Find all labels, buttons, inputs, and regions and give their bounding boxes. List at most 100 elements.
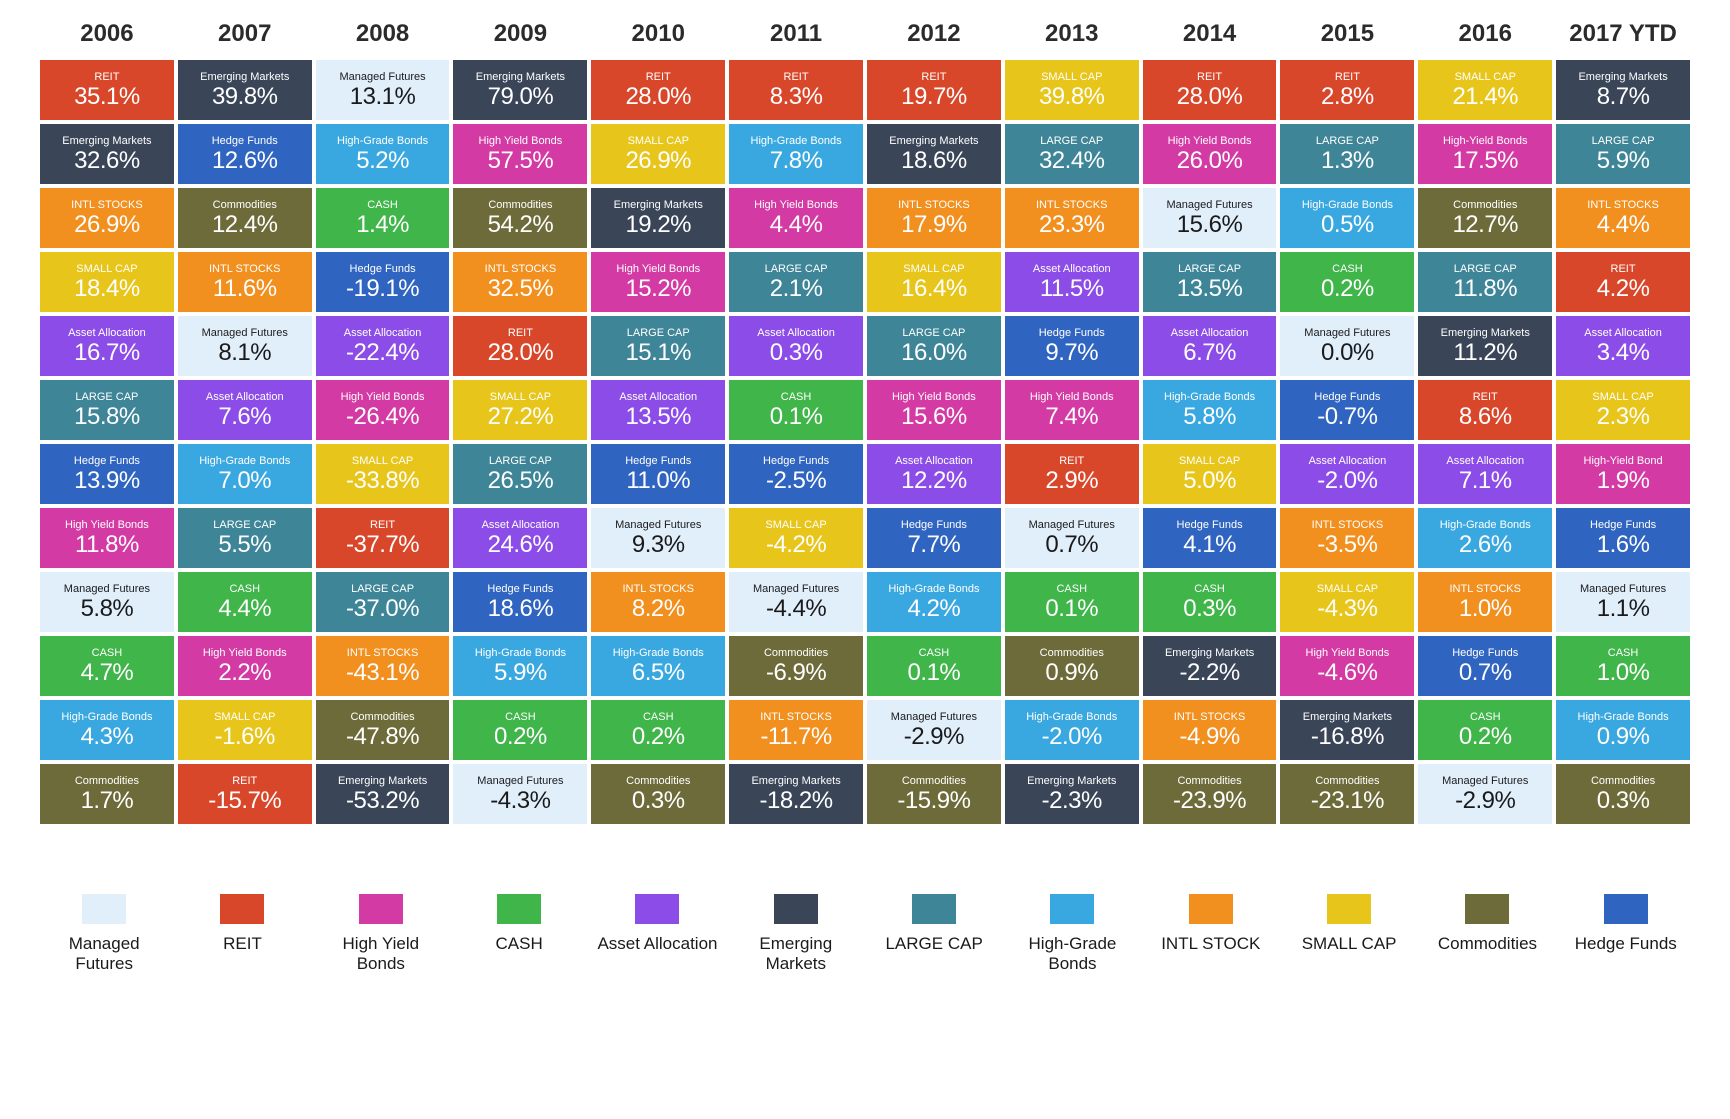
return-value: 1.0% bbox=[1459, 597, 1512, 621]
asset-class-label: SMALL CAP bbox=[1041, 71, 1102, 83]
return-cell: SMALL CAP39.8% bbox=[1005, 60, 1139, 120]
return-cell: Emerging Markets-18.2% bbox=[729, 764, 863, 824]
asset-class-label: Commodities bbox=[75, 775, 139, 787]
return-value: 4.4% bbox=[1597, 213, 1650, 237]
asset-class-label: Managed Futures bbox=[1029, 519, 1115, 531]
legend-item: Emerging Markets bbox=[732, 894, 860, 975]
asset-class-label: Managed Futures bbox=[477, 775, 563, 787]
return-cell: SMALL CAP27.2% bbox=[453, 380, 587, 440]
asset-class-label: LARGE CAP bbox=[902, 327, 965, 339]
return-cell: CASH0.2% bbox=[453, 700, 587, 760]
return-value: -2.0% bbox=[1317, 469, 1377, 493]
return-value: 4.4% bbox=[770, 213, 823, 237]
return-value: -3.5% bbox=[1317, 533, 1377, 557]
return-cell: Asset Allocation24.6% bbox=[453, 508, 587, 568]
asset-class-label: Commodities bbox=[1591, 775, 1655, 787]
return-value: 11.8% bbox=[75, 533, 139, 557]
asset-class-label: Emerging Markets bbox=[1165, 647, 1254, 659]
return-cell: REIT2.8% bbox=[1280, 60, 1414, 120]
return-value: 1.9% bbox=[1597, 469, 1650, 493]
return-value: 12.2% bbox=[901, 469, 967, 493]
return-cell: Hedge Funds11.0% bbox=[591, 444, 725, 504]
return-value: -53.2% bbox=[346, 789, 419, 813]
legend: Managed FuturesREITHigh Yield BondsCASHA… bbox=[40, 894, 1690, 975]
return-value: 1.4% bbox=[356, 213, 409, 237]
return-value: 4.4% bbox=[218, 597, 271, 621]
return-value: 0.2% bbox=[1321, 277, 1374, 301]
return-value: 18.6% bbox=[488, 597, 554, 621]
asset-class-label: High-Grade Bonds bbox=[751, 135, 842, 147]
asset-class-label: INTL STOCKS bbox=[1174, 711, 1246, 723]
return-value: 0.1% bbox=[908, 661, 961, 685]
legend-swatch bbox=[1604, 894, 1648, 924]
asset-class-label: High-Grade Bonds bbox=[888, 583, 979, 595]
legend-item: Hedge Funds bbox=[1562, 894, 1690, 975]
asset-class-label: Managed Futures bbox=[1166, 199, 1252, 211]
return-cell: High Yield Bonds2.2% bbox=[178, 636, 312, 696]
return-value: 0.1% bbox=[1045, 597, 1098, 621]
return-cell: Asset Allocation13.5% bbox=[591, 380, 725, 440]
return-value: 5.9% bbox=[1597, 149, 1650, 173]
asset-class-label: High-Grade Bonds bbox=[199, 455, 290, 467]
return-value: -33.8% bbox=[346, 469, 419, 493]
return-value: 2.2% bbox=[218, 661, 271, 685]
asset-class-label: Managed Futures bbox=[1442, 775, 1528, 787]
asset-class-label: CASH bbox=[1470, 711, 1501, 723]
return-cell: High Yield Bonds-4.6% bbox=[1280, 636, 1414, 696]
return-value: -18.2% bbox=[760, 789, 833, 813]
return-cell: High Yield Bonds-26.4% bbox=[316, 380, 450, 440]
asset-class-label: Hedge Funds bbox=[487, 583, 553, 595]
return-cell: LARGE CAP-37.0% bbox=[316, 572, 450, 632]
return-value: 0.3% bbox=[770, 341, 823, 365]
return-value: 0.3% bbox=[632, 789, 685, 813]
return-value: 1.0% bbox=[1597, 661, 1650, 685]
year-header: 2010 bbox=[591, 20, 725, 52]
return-cell: Asset Allocation0.3% bbox=[729, 316, 863, 376]
asset-class-label: REIT bbox=[1197, 71, 1222, 83]
asset-class-label: Emerging Markets bbox=[1578, 71, 1667, 83]
legend-label: Commodities bbox=[1438, 934, 1537, 954]
asset-class-label: INTL STOCKS bbox=[209, 263, 281, 275]
return-value: 15.1% bbox=[625, 341, 691, 365]
legend-swatch bbox=[1465, 894, 1509, 924]
asset-class-label: SMALL CAP bbox=[352, 455, 413, 467]
return-cell: Asset Allocation11.5% bbox=[1005, 252, 1139, 312]
return-value: 5.8% bbox=[81, 597, 134, 621]
asset-class-label: Hedge Funds bbox=[763, 455, 829, 467]
asset-class-label: CASH bbox=[92, 647, 123, 659]
asset-class-label: High Yield Bonds bbox=[1168, 135, 1252, 147]
legend-label: Hedge Funds bbox=[1575, 934, 1677, 954]
return-cell: Commodities1.7% bbox=[40, 764, 174, 824]
return-value: 17.5% bbox=[1452, 149, 1518, 173]
asset-class-label: Emerging Markets bbox=[476, 71, 565, 83]
return-value: 24.6% bbox=[488, 533, 554, 557]
year-header: 2008 bbox=[316, 20, 450, 52]
return-cell: Managed Futures0.0% bbox=[1280, 316, 1414, 376]
asset-class-label: Asset Allocation bbox=[1446, 455, 1524, 467]
return-cell: Managed Futures-4.3% bbox=[453, 764, 587, 824]
return-cell: INTL STOCKS26.9% bbox=[40, 188, 174, 248]
return-cell: CASH0.3% bbox=[1143, 572, 1277, 632]
asset-class-label: Managed Futures bbox=[891, 711, 977, 723]
return-cell: Hedge Funds0.7% bbox=[1418, 636, 1552, 696]
return-cell: High-Grade Bonds7.8% bbox=[729, 124, 863, 184]
return-cell: Emerging Markets79.0% bbox=[453, 60, 587, 120]
asset-class-label: SMALL CAP bbox=[1179, 455, 1240, 467]
return-cell: SMALL CAP-1.6% bbox=[178, 700, 312, 760]
asset-class-label: Commodities bbox=[626, 775, 690, 787]
legend-swatch bbox=[220, 894, 264, 924]
return-value: 15.6% bbox=[901, 405, 967, 429]
return-cell: Asset Allocation-22.4% bbox=[316, 316, 450, 376]
year-header: 2012 bbox=[867, 20, 1001, 52]
asset-class-label: LARGE CAP bbox=[1592, 135, 1655, 147]
return-cell: High-Yield Bonds17.5% bbox=[1418, 124, 1552, 184]
asset-class-label: REIT bbox=[646, 71, 671, 83]
asset-class-label: Commodities bbox=[213, 199, 277, 211]
asset-class-label: High-Grade Bonds bbox=[337, 135, 428, 147]
asset-class-label: Managed Futures bbox=[202, 327, 288, 339]
return-value: -6.9% bbox=[766, 661, 826, 685]
legend-item: LARGE CAP bbox=[870, 894, 998, 975]
return-value: -26.4% bbox=[346, 405, 419, 429]
asset-class-label: REIT bbox=[94, 71, 119, 83]
return-cell: INTL STOCKS32.5% bbox=[453, 252, 587, 312]
